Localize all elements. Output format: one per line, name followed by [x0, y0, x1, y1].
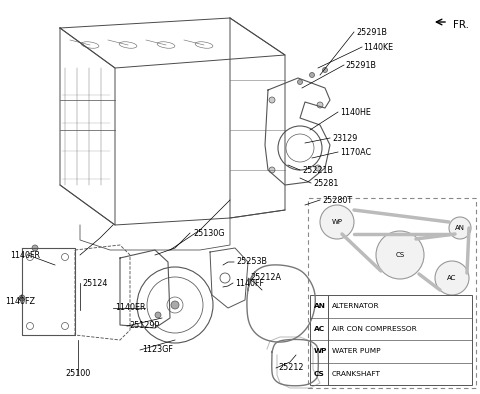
Text: 25100: 25100 — [65, 370, 91, 379]
Text: 23129: 23129 — [332, 134, 358, 143]
Text: WATER PUMP: WATER PUMP — [332, 348, 381, 354]
Circle shape — [171, 301, 179, 309]
Text: 25291B: 25291B — [345, 61, 376, 69]
Circle shape — [32, 245, 38, 251]
Bar — [308, 198, 476, 388]
Text: ALTERNATOR: ALTERNATOR — [332, 303, 380, 309]
Text: 25212A: 25212A — [250, 273, 281, 282]
Text: 1140FZ: 1140FZ — [5, 297, 35, 307]
Circle shape — [317, 102, 323, 108]
Text: AC: AC — [447, 275, 456, 281]
Text: 1140HE: 1140HE — [340, 108, 371, 117]
Text: 25281: 25281 — [313, 178, 338, 188]
Circle shape — [310, 72, 314, 78]
Circle shape — [298, 80, 302, 84]
Circle shape — [269, 167, 275, 173]
Circle shape — [155, 312, 161, 318]
Text: 25221B: 25221B — [302, 165, 333, 175]
Text: 25212: 25212 — [278, 364, 303, 372]
Text: AN: AN — [314, 303, 326, 309]
Text: 25124: 25124 — [82, 279, 108, 288]
Circle shape — [315, 165, 321, 171]
Text: WP: WP — [314, 348, 327, 354]
Text: 1170AC: 1170AC — [340, 147, 371, 156]
Bar — [310, 295, 472, 385]
Circle shape — [320, 205, 354, 239]
Text: 25253B: 25253B — [236, 258, 267, 266]
Text: AC: AC — [314, 326, 325, 332]
Text: 25291B: 25291B — [356, 28, 387, 37]
Circle shape — [449, 217, 471, 239]
Text: 1123GF: 1123GF — [142, 346, 173, 355]
Text: CS: CS — [314, 371, 325, 377]
Circle shape — [435, 261, 469, 295]
Circle shape — [269, 97, 275, 103]
Text: 1140ER: 1140ER — [115, 303, 145, 312]
Text: 1140FF: 1140FF — [235, 279, 264, 288]
Text: CS: CS — [396, 252, 405, 258]
Text: AIR CON COMPRESSOR: AIR CON COMPRESSOR — [332, 326, 417, 332]
Text: 25280T: 25280T — [322, 195, 352, 204]
Text: AN: AN — [455, 225, 465, 231]
Circle shape — [19, 295, 25, 301]
Circle shape — [323, 67, 327, 72]
Text: 1140FR: 1140FR — [10, 251, 40, 260]
Text: 1140KE: 1140KE — [363, 43, 393, 52]
Text: 25130G: 25130G — [193, 229, 225, 238]
Text: CRANKSHAFT: CRANKSHAFT — [332, 371, 381, 377]
Text: WP: WP — [332, 219, 343, 225]
Circle shape — [376, 231, 424, 279]
Text: 25129P: 25129P — [129, 322, 159, 331]
Text: FR.: FR. — [453, 20, 469, 30]
